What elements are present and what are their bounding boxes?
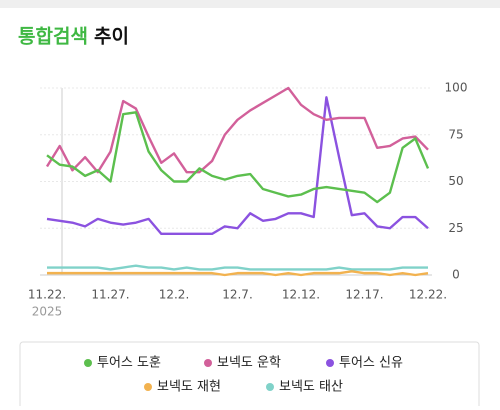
y-tick-label: 100 xyxy=(445,81,468,95)
y-tick-label: 0 xyxy=(452,268,460,282)
legend-label: 보넥도 운학 xyxy=(217,356,281,371)
legend-swatch xyxy=(266,383,274,391)
x-tick-label: 11.27. xyxy=(91,288,129,302)
chart-title-highlight: 통합검색 xyxy=(18,26,88,48)
legend-box xyxy=(19,341,480,410)
chart-title: 추이 xyxy=(94,26,129,48)
legend-label: 보넥도 태산 xyxy=(279,380,343,395)
y-tick-label: 75 xyxy=(448,127,463,141)
series-line xyxy=(46,96,429,236)
legend-swatch xyxy=(84,359,92,367)
series-line xyxy=(46,111,430,204)
x-tick-label: 12.17. xyxy=(345,288,383,302)
legend-label: 투어스 신유 xyxy=(339,356,403,371)
series-line xyxy=(47,264,428,271)
legend-label: 보넥도 재현 xyxy=(157,380,221,395)
series-line xyxy=(47,270,429,277)
x-tick-label: 12.7. xyxy=(222,288,253,302)
y-tick-label: 50 xyxy=(448,174,463,188)
legend-label: 투어스 도훈 xyxy=(97,356,161,371)
y-tick-label: 25 xyxy=(448,221,463,235)
top-bar xyxy=(0,0,500,8)
x-tick-label: 12.22. xyxy=(409,288,447,302)
x-tick-label: 12.12. xyxy=(282,288,320,302)
legend-swatch xyxy=(204,359,212,367)
x-tick-label: 12.2. xyxy=(159,288,190,302)
legend-swatch xyxy=(144,383,152,391)
year-label: 2025 xyxy=(32,305,63,319)
legend-swatch xyxy=(326,359,334,367)
series-line xyxy=(45,86,429,174)
x-tick-label: 11.22. xyxy=(28,288,66,302)
